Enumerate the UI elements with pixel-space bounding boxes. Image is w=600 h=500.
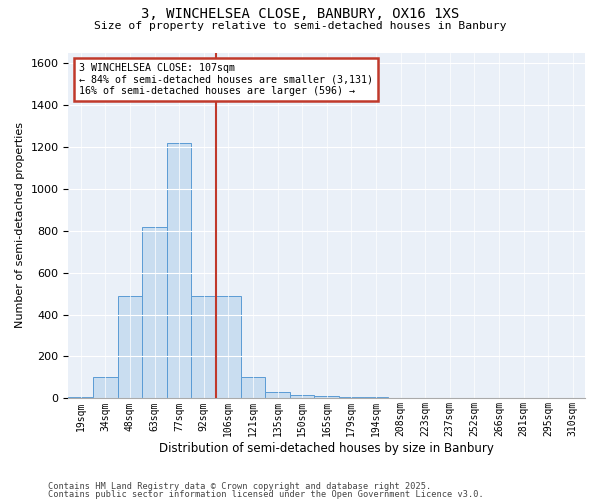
Bar (314, 396, 339, 398)
Text: 3, WINCHELSEA CLOSE, BANBURY, OX16 1XS: 3, WINCHELSEA CLOSE, BANBURY, OX16 1XS (141, 8, 459, 22)
Text: Contains public sector information licensed under the Open Government Licence v3: Contains public sector information licen… (48, 490, 484, 499)
Bar (241, 378, 265, 398)
Bar (142, 226, 167, 398)
Text: Contains HM Land Registry data © Crown copyright and database right 2025.: Contains HM Land Registry data © Crown c… (48, 482, 431, 491)
Bar (167, 142, 191, 398)
Bar (290, 396, 314, 398)
Text: Size of property relative to semi-detached houses in Banbury: Size of property relative to semi-detach… (94, 21, 506, 31)
Bar (265, 392, 290, 398)
Bar (118, 296, 142, 399)
Bar (216, 296, 241, 399)
Text: 3 WINCHELSEA CLOSE: 107sqm
← 84% of semi-detached houses are smaller (3,131)
16%: 3 WINCHELSEA CLOSE: 107sqm ← 84% of semi… (79, 63, 373, 96)
Y-axis label: Number of semi-detached properties: Number of semi-detached properties (15, 122, 25, 328)
Bar (93, 378, 118, 398)
Bar (191, 296, 216, 399)
X-axis label: Distribution of semi-detached houses by size in Banbury: Distribution of semi-detached houses by … (159, 442, 494, 455)
